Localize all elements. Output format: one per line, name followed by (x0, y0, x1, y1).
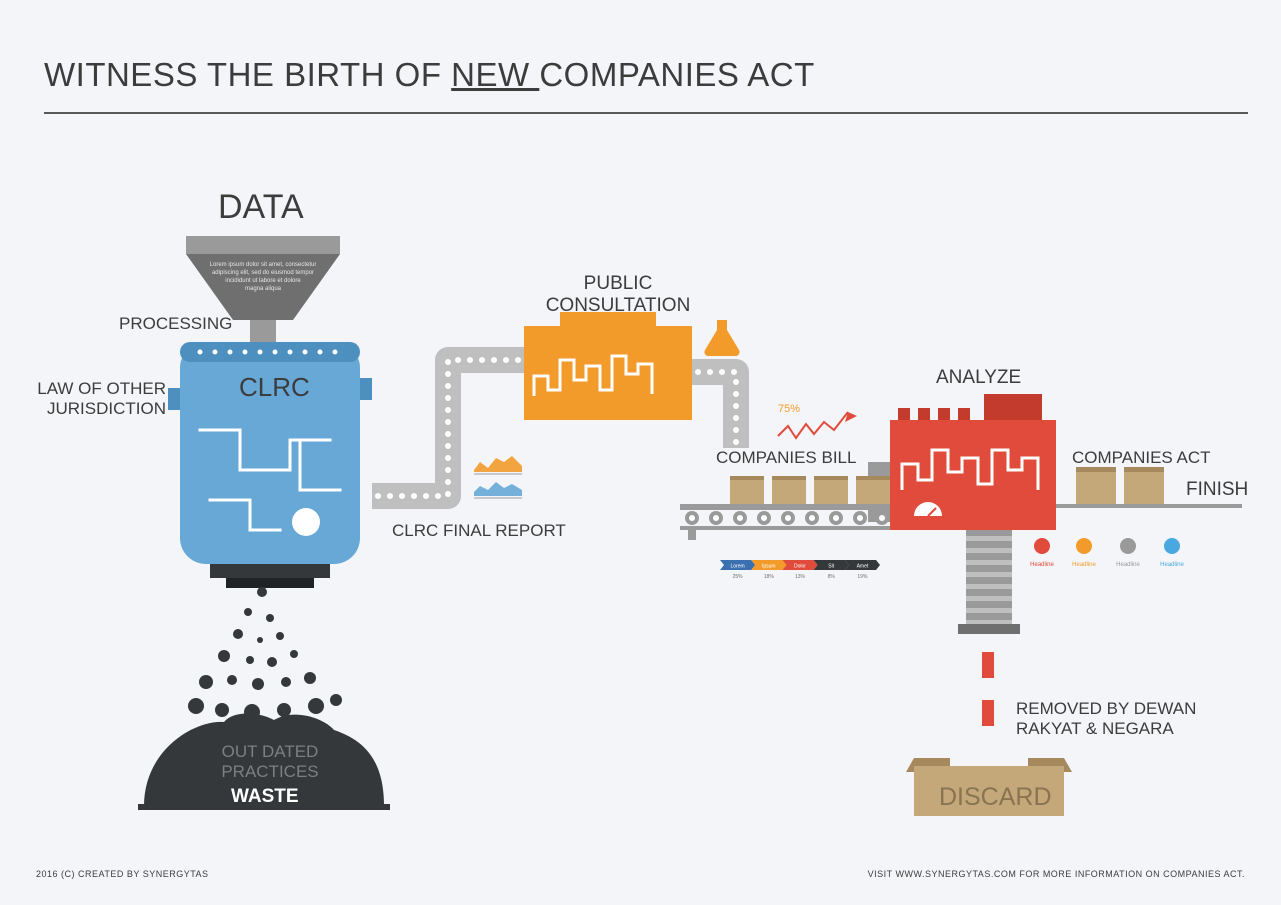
svg-text:Headline: Headline (1072, 562, 1096, 568)
svg-text:Sit: Sit (828, 564, 834, 570)
badge-row-icon: Headline Headline Headline Headline (1030, 538, 1184, 568)
mini-charts-icon (474, 452, 522, 498)
label-public_consult: PUBLIC CONSULTATION (538, 273, 698, 317)
footer-right: VISIT WWW.SYNERGYTAS.COM FOR MORE INFORM… (868, 869, 1245, 879)
label-law_other: LAW OF OTHER JURISDICTION (36, 379, 166, 419)
flask-icon (704, 320, 739, 356)
label-analyze: ANALYZE (936, 367, 1021, 389)
svg-text:Lorem ipsum dolor sit amet, co: Lorem ipsum dolor sit amet, consectetur (210, 262, 317, 268)
progress-bar-icon: Lorem 25% Ipsum 18% Dolor 13% Sit 8% Amet 19% (720, 560, 880, 580)
grinder-icon (958, 530, 1020, 726)
label-clrc_report: CLRC FINAL REPORT (392, 521, 566, 541)
footer-left: 2016 (C) CREATED BY SYNERGYTAS (36, 869, 209, 879)
svg-text:8%: 8% (828, 574, 836, 580)
public-consultation-icon (524, 312, 692, 420)
label-data: DATA (218, 188, 304, 227)
label-waste: WASTE (231, 786, 299, 808)
svg-text:Headline: Headline (1160, 562, 1184, 568)
label-pct: 75% (778, 403, 800, 415)
svg-text:Headline: Headline (1116, 562, 1140, 568)
label-companies_bill: COMPANIES BILL (716, 448, 856, 468)
pipe-icon (372, 357, 524, 499)
label-clrc: CLRC (239, 372, 310, 403)
infographic-canvas: WITNESS THE BIRTH OF NEW COMPANIES ACT L… (0, 0, 1281, 905)
analyze-factory-icon (890, 394, 1056, 530)
svg-text:Amet: Amet (857, 564, 869, 570)
svg-text:Lorem: Lorem (731, 564, 745, 570)
svg-text:18%: 18% (764, 574, 775, 580)
svg-text:Dolor: Dolor (794, 564, 806, 570)
svg-text:19%: 19% (857, 574, 868, 580)
label-outdated: OUT DATED PRACTICES (220, 742, 320, 782)
conveyor-icon (680, 462, 892, 540)
svg-text:25%: 25% (733, 574, 744, 580)
svg-text:magna aliqua: magna aliqua (245, 286, 282, 292)
svg-text:Headline: Headline (1030, 562, 1054, 568)
label-discard: DISCARD (939, 783, 1052, 812)
svg-text:Ipsum: Ipsum (762, 564, 776, 570)
svg-text:incididunt ut labore et dolore: incididunt ut labore et dolore (225, 278, 301, 284)
label-companies_act: COMPANIES ACT (1072, 448, 1211, 468)
sparkline-icon (778, 412, 857, 438)
label-processing: PROCESSING (119, 314, 232, 334)
pipe2-icon (692, 369, 739, 448)
label-removed: REMOVED BY DEWAN RAKYAT & NEGARA (1016, 699, 1196, 739)
svg-text:13%: 13% (795, 574, 806, 580)
label-finish: FINISH (1186, 479, 1248, 501)
svg-text:adipiscing elit, sed do eiusmo: adipiscing elit, sed do eiusmod tempor (212, 270, 314, 276)
